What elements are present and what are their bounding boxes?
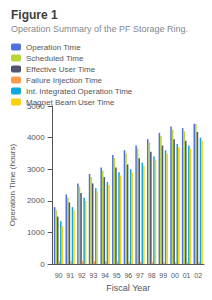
svg-text:Effective User Time: Effective User Time [26, 65, 96, 74]
svg-text:92: 92 [78, 272, 86, 279]
svg-text:Figure 1: Figure 1 [11, 8, 58, 22]
svg-text:Operation Time (hours): Operation Time (hours) [8, 144, 17, 227]
svg-text:Scheduled Time: Scheduled Time [26, 54, 84, 63]
svg-text:90: 90 [55, 272, 63, 279]
svg-text:97: 97 [136, 272, 144, 279]
svg-text:95: 95 [113, 272, 121, 279]
svg-text:3000: 3000 [27, 165, 45, 174]
svg-text:93: 93 [90, 272, 98, 279]
svg-text:2000: 2000 [27, 196, 45, 205]
svg-text:0: 0 [40, 260, 45, 269]
svg-text:96: 96 [124, 272, 132, 279]
svg-text:91: 91 [66, 272, 74, 279]
svg-text:Magnet Beam User Time: Magnet Beam User Time [26, 98, 115, 107]
svg-text:00: 00 [171, 272, 179, 279]
svg-text:98: 98 [148, 272, 156, 279]
svg-text:Operation Summary of the PF St: Operation Summary of the PF Storage Ring… [11, 24, 188, 34]
svg-text:4000: 4000 [27, 133, 45, 142]
svg-text:1000: 1000 [27, 228, 45, 237]
svg-text:94: 94 [101, 272, 109, 279]
svg-text:02: 02 [194, 272, 202, 279]
svg-text:01: 01 [183, 272, 191, 279]
svg-text:Operation Time: Operation Time [26, 43, 81, 52]
svg-text:Int. Integrated Operation Time: Int. Integrated Operation Time [26, 87, 133, 96]
svg-text:Failure Injection Time: Failure Injection Time [26, 76, 103, 85]
svg-text:99: 99 [159, 272, 167, 279]
svg-text:Fiscal Year: Fiscal Year [106, 283, 150, 293]
